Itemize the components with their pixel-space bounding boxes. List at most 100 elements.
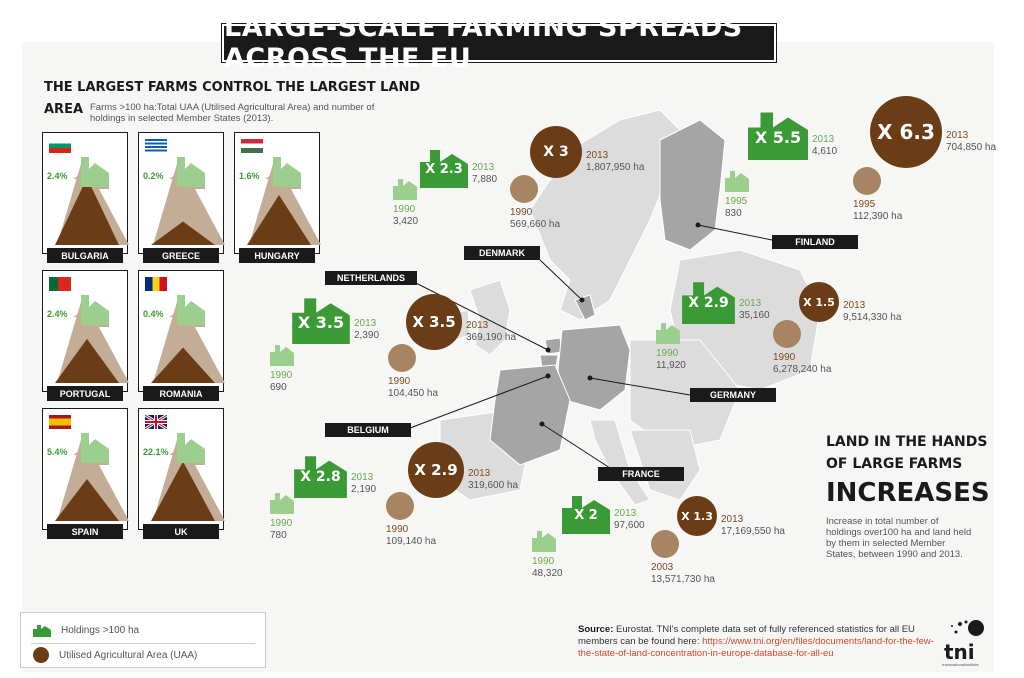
tni-logo: tni transnationalinstitute [940,618,990,668]
barn-icon-small [270,344,294,366]
uaa-circle-small [651,530,679,558]
country-label: GREECE [143,248,219,263]
holdings-percent: 2.4% [47,171,68,181]
barn-icon: X 2.9 [682,280,735,324]
uaa-base-year: 1990 104,450 ha [388,376,439,399]
barn-icon-small [270,492,294,514]
holdings-2013: 2013 2,390 [354,318,380,341]
uaa-2013: 2013 1,807,950 ha [586,150,645,173]
page-title: LARGE-SCALE FARMING SPREADS ACROSS THE E… [222,12,776,74]
country-label: UK [143,524,219,539]
flag-icon [144,413,168,431]
uaa-base-year: 1990 109,140 ha [386,524,437,547]
holdings-base-year: 1990 11,920 [656,348,686,371]
country-label: SPAIN [47,524,123,539]
left-subtitle: Farms >100 ha:Total UAA (Utilised Agricu… [90,102,375,124]
holdings-base-year: 1990 780 [270,518,293,541]
barn-icon-small [656,322,680,344]
label-finland: FINLAND [772,235,858,249]
barn-icon: X 2.8 [294,454,347,498]
flag-icon [145,139,167,153]
uaa-base-year: 1990 6,278,240 ha [773,352,832,375]
holdings-base-year: 1990 48,320 [532,556,563,579]
left-heading: THE LARGEST FARMS CONTROL THE LARGEST LA… [44,80,421,95]
holdings-2013: 2013 97,600 [614,508,645,531]
flag-icon [241,139,263,153]
circle-icon [33,647,49,663]
uaa-circle-small [386,492,414,520]
label-belgium: BELGIUM [325,423,411,437]
country-card-portugal: 2.4%57.9%PORTUGAL [42,270,129,401]
uaa-2013: 2013 319,600 ha [468,468,519,491]
legend-divider [31,643,255,644]
holdings-percent: 1.6% [239,171,260,181]
uaa-circle: X 2.9 [408,442,464,498]
holdings-base-year: 1990 3,420 [393,204,419,227]
barn-icon: X 2.3 [420,148,468,188]
barn-icon [33,625,51,637]
country-card-spain: 5.4%55.5%SPAIN [42,408,129,539]
country-card-romania: 0.4%48.3%ROMANIA [138,270,225,401]
country-label: HUNGARY [239,248,315,263]
map-finland [659,119,726,251]
uaa-circle: X 6.3 [870,96,942,168]
uaa-circle-small [773,320,801,348]
uaa-circle-small [853,167,881,195]
label-denmark: DENMARK [464,246,540,260]
flag-icon [49,277,71,291]
right-description: Increase in total number of holdings ove… [826,516,972,560]
country-label: BULGARIA [47,248,123,263]
right-heading-2: OF LARGE FARMS [826,456,963,472]
holdings-percent: 0.2% [143,171,164,181]
flag-icon [49,139,71,153]
uaa-2013: 2013 704,850 ha [946,130,997,153]
holdings-base-year: 1990 690 [270,370,293,393]
uaa-circle: X 1.5 [799,282,839,322]
uaa-circle-small [388,344,416,372]
right-heading-1: LAND IN THE HANDS [826,434,988,450]
legend-holdings: Holdings >100 ha [33,623,139,637]
holdings-2013: 2013 35,160 [739,298,770,321]
source-link[interactable]: https://www.tni.org/en/files/documents/l… [578,636,934,659]
flag-icon [49,415,71,429]
uaa-circle: X 3 [530,126,582,178]
uaa-circle: X 1.3 [677,496,717,536]
barn-icon: X 5.5 [748,110,808,160]
legend-uaa: Utilised Agricultural Area (UAA) [33,647,197,663]
barn-icon: X 2 [562,494,610,534]
barn-icon-small [532,530,556,552]
holdings-percent: 0.4% [143,309,164,319]
uaa-2013: 2013 369,190 ha [466,320,517,343]
label-netherlands: NETHERLANDS [325,271,417,285]
uaa-circle-small [510,175,538,203]
barn-icon-small [725,170,749,192]
holdings-percent: 2.4% [47,309,68,319]
country-card-greece: 0.2%34.8%GREECE [138,132,225,263]
barn-icon: X 3.5 [292,296,350,344]
holdings-percent: 5.4% [47,447,68,457]
left-heading-2: AREA [44,102,84,117]
country-label: PORTUGAL [47,386,123,401]
country-label: ROMANIA [143,386,219,401]
uaa-base-year: 1995 112,390 ha [853,199,903,222]
holdings-percent: 22.1% [143,447,169,457]
country-card-bulgaria: 2.4%83.6%BULGARIA [42,132,129,263]
barn-icon-small [393,178,417,200]
uaa-base-year: 2003 13,571,730 ha [651,562,715,585]
label-france: FRANCE [598,467,684,481]
holdings-2013: 2013 7,880 [472,162,498,185]
right-heading-3: INCREASES [826,478,990,508]
uaa-2013: 2013 9,514,330 ha [843,300,902,323]
flag-icon [145,277,167,291]
label-germany: GERMANY [690,388,776,402]
country-card-hungary: 1.6%64.4%HUNGARY [234,132,321,263]
holdings-base-year: 1995 830 [725,196,748,219]
map-france [489,364,571,466]
holdings-2013: 2013 4,610 [812,134,838,157]
uaa-2013: 2013 17,169,550 ha [721,514,785,537]
country-card-uk: 22.1%75.0%UK [138,408,225,539]
uaa-base-year: 1990 569,660 ha [510,207,561,230]
uaa-circle: X 3.5 [406,294,462,350]
source-note: Source: Eurostat. TNI's complete data se… [578,624,934,659]
holdings-2013: 2013 2,190 [351,472,377,495]
